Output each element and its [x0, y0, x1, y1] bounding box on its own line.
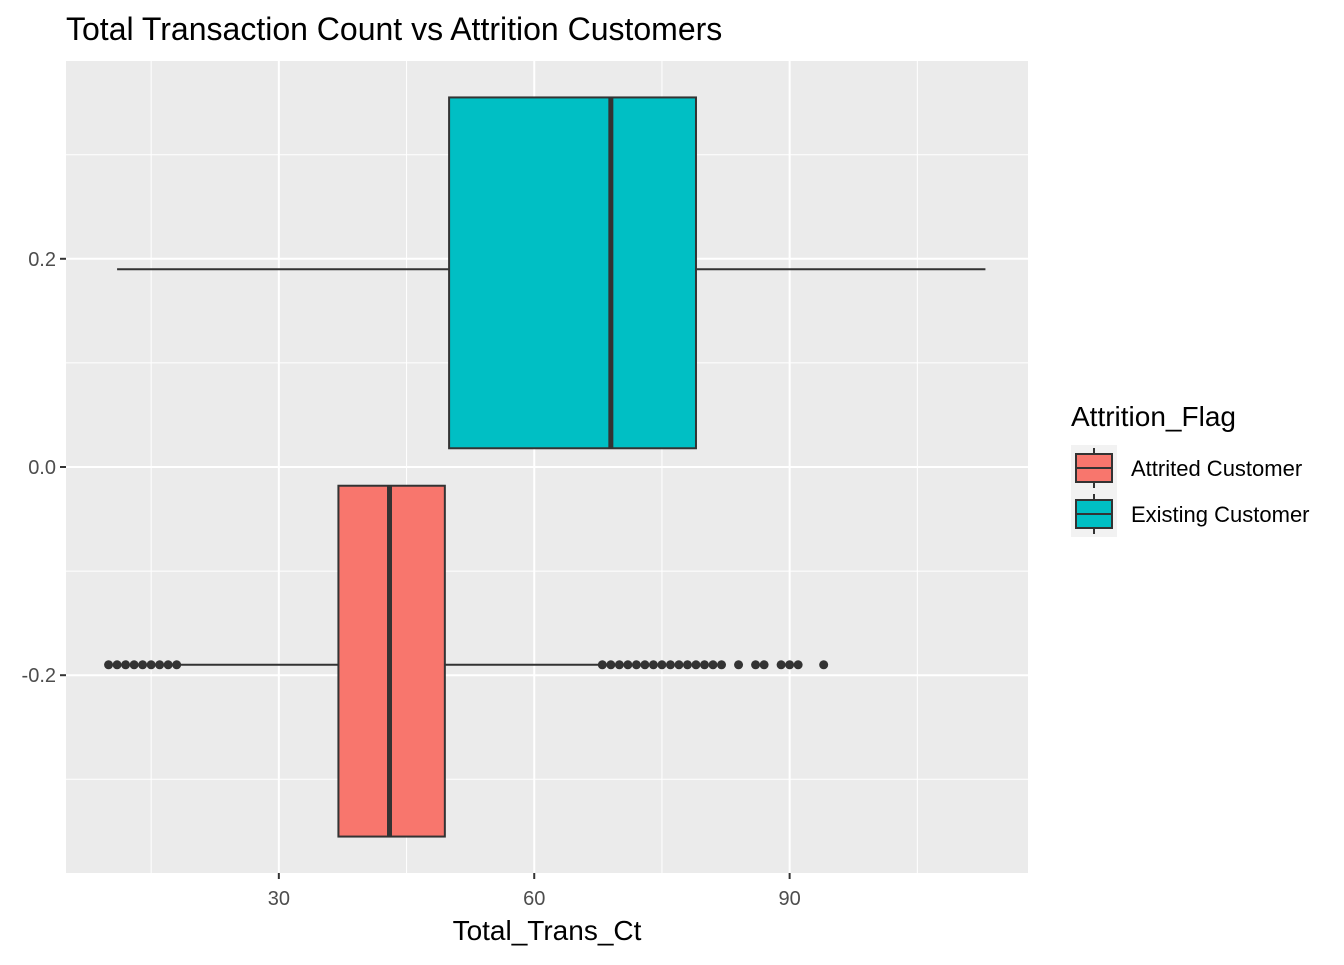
legend-label: Existing Customer — [1131, 502, 1310, 527]
outlier-point — [699, 660, 709, 670]
chart-title: Total Transaction Count vs Attrition Cus… — [66, 11, 722, 47]
outlier-point — [759, 660, 769, 670]
outlier-point — [121, 660, 131, 670]
x-tick-label: 90 — [779, 888, 801, 910]
legend-item-existing-customer: Existing Customer — [1071, 491, 1310, 537]
outlier-point — [785, 660, 795, 670]
y-tick-label: -0.2 — [22, 665, 56, 687]
y-tick-label: 0.2 — [28, 249, 56, 271]
outlier-point — [606, 660, 616, 670]
outlier-point — [657, 660, 667, 670]
outlier-point — [819, 660, 829, 670]
legend-items: Attrited Customer Existing Customer — [1071, 445, 1310, 537]
outlier-point — [138, 660, 148, 670]
outlier-point — [665, 660, 675, 670]
x-tick-label: 30 — [268, 888, 290, 910]
outlier-point — [104, 660, 114, 670]
box-series-group — [104, 96, 986, 838]
outlier-point — [112, 660, 122, 670]
outlier-point — [776, 660, 786, 670]
y-axis: -0.2 0.0 0.2 — [22, 249, 66, 687]
x-tick-label: 60 — [523, 888, 545, 910]
legend: Attrition_Flag Attrited Customer Existing… — [1071, 401, 1310, 537]
x-axis-label: Total_Trans_Ct — [453, 915, 642, 946]
outlier-point — [129, 660, 139, 670]
legend-label: Attrited Customer — [1131, 456, 1302, 481]
outlier-point — [751, 660, 761, 670]
outlier-point — [793, 660, 803, 670]
box-attrited-customer — [104, 484, 829, 838]
box-existing-customer — [117, 96, 986, 450]
outlier-point — [172, 660, 182, 670]
outlier-point — [691, 660, 701, 670]
outlier-point — [708, 660, 718, 670]
x-axis: 30 60 90 — [268, 873, 801, 910]
outlier-point — [155, 660, 165, 670]
outlier-point — [717, 660, 727, 670]
iqr-box — [448, 96, 697, 450]
outlier-point — [674, 660, 684, 670]
legend-item-attrited-customer: Attrited Customer — [1071, 445, 1302, 491]
legend-title: Attrition_Flag — [1071, 401, 1236, 432]
outlier-point — [631, 660, 641, 670]
outlier-point — [614, 660, 624, 670]
y-tick-label: 0.0 — [28, 457, 56, 479]
outlier-point — [623, 660, 633, 670]
outlier-point — [682, 660, 692, 670]
outlier-point — [648, 660, 658, 670]
outlier-point — [146, 660, 156, 670]
outlier-point — [640, 660, 650, 670]
outlier-point — [734, 660, 744, 670]
outlier-point — [597, 660, 607, 670]
outlier-point — [163, 660, 173, 670]
